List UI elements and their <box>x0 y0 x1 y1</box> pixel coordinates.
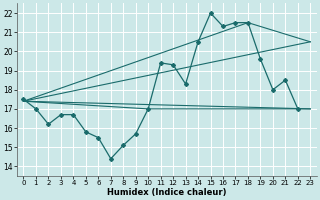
X-axis label: Humidex (Indice chaleur): Humidex (Indice chaleur) <box>107 188 227 197</box>
